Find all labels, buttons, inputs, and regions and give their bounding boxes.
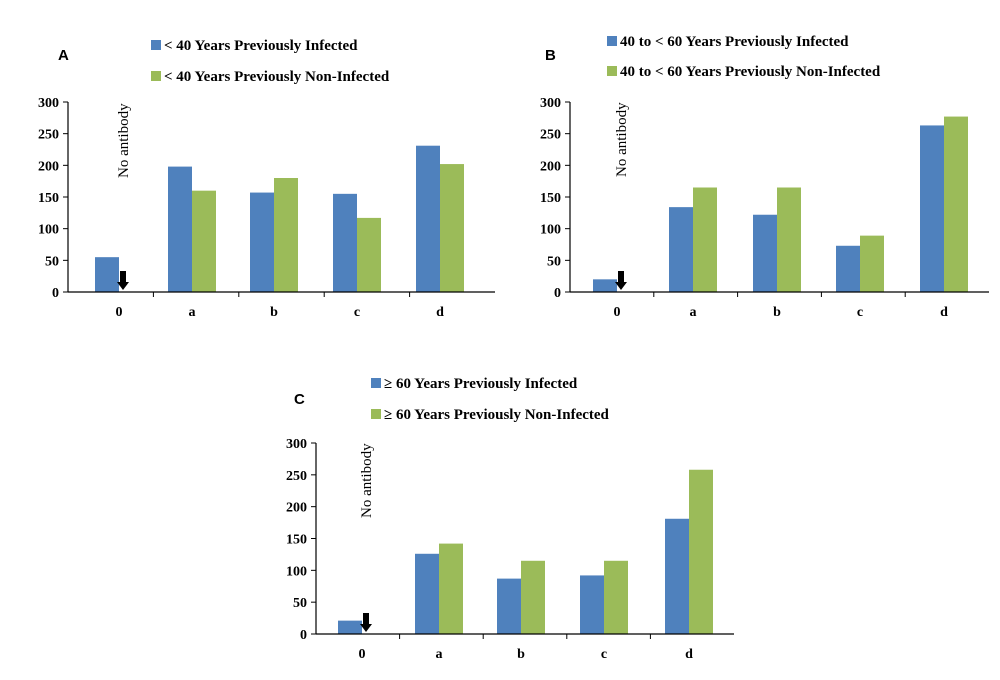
panel-letter: A <box>58 47 69 64</box>
bar-infected-b <box>753 214 777 292</box>
down-arrow-icon <box>117 282 129 290</box>
down-arrow-icon <box>615 282 627 290</box>
bar-non-infected-a <box>192 190 216 292</box>
x-tick-label-a: a <box>690 305 697 320</box>
x-tick-label-0: 0 <box>116 305 123 320</box>
bar-non-infected-c <box>357 217 381 292</box>
y-tick-label-250: 250 <box>286 469 307 484</box>
x-tick-label-c: c <box>354 305 360 320</box>
y-tick-label-200: 200 <box>38 159 59 174</box>
down-arrow-shaft <box>120 271 126 283</box>
bar-infected-d <box>416 145 440 292</box>
panel-letter: B <box>545 47 556 64</box>
x-tick-label-d: d <box>940 305 948 320</box>
legend-label-2: < 40 Years Previously Non-Infected <box>164 69 390 85</box>
down-arrow-icon <box>360 624 372 632</box>
y-tick-label-50: 50 <box>547 254 561 269</box>
legend-swatch-2 <box>371 409 381 419</box>
y-tick-label-100: 100 <box>540 223 561 238</box>
y-tick-label-250: 250 <box>540 128 561 143</box>
legend-label-2: 40 to < 60 Years Previously Non-Infected <box>620 64 881 80</box>
y-tick-label-50: 50 <box>293 596 307 611</box>
bar-non-infected-c <box>604 560 628 634</box>
down-arrow-shaft <box>363 613 369 625</box>
bar-infected-b <box>250 192 274 292</box>
y-tick-label-150: 150 <box>38 191 59 206</box>
bar-infected-0 <box>95 257 119 292</box>
y-tick-label-300: 300 <box>540 96 561 111</box>
bar-infected-0 <box>338 620 362 634</box>
y-tick-label-100: 100 <box>286 564 307 579</box>
panel-letter: C <box>294 391 305 408</box>
bar-infected-a <box>168 166 192 292</box>
x-tick-label-d: d <box>436 305 444 320</box>
legend-label-1: ≥ 60 Years Previously Infected <box>384 376 578 392</box>
x-tick-label-d: d <box>685 647 693 662</box>
legend-label-1: < 40 Years Previously Infected <box>164 38 358 54</box>
x-tick-label-c: c <box>601 647 607 662</box>
y-tick-label-300: 300 <box>286 437 307 452</box>
bar-infected-c <box>836 245 860 292</box>
bar-infected-a <box>415 553 439 634</box>
chart-panel-c: C ≥ 60 Years Previously Infected ≥ 60 Year… <box>286 376 734 662</box>
no-antibody-annotation: No antibody <box>614 102 630 177</box>
bar-infected-c <box>580 575 604 634</box>
bar-infected-0 <box>593 279 617 292</box>
legend-swatch-2 <box>607 66 617 76</box>
bar-non-infected-b <box>777 187 801 292</box>
bar-non-infected-c <box>860 235 884 292</box>
chart-panel-a: A < 40 Years Previously Infected < 40 Year… <box>38 38 495 320</box>
y-tick-label-100: 100 <box>38 223 59 238</box>
x-tick-label-a: a <box>436 647 443 662</box>
bar-non-infected-b <box>521 560 545 634</box>
chart-panel-b: B 40 to < 60 Years Previously Infected 40 … <box>540 34 989 320</box>
x-tick-label-0: 0 <box>359 647 366 662</box>
x-tick-label-c: c <box>857 305 863 320</box>
bar-infected-a <box>669 207 693 292</box>
y-tick-label-300: 300 <box>38 96 59 111</box>
x-tick-label-b: b <box>517 647 525 662</box>
y-tick-label-200: 200 <box>286 501 307 516</box>
bar-non-infected-a <box>439 543 463 634</box>
y-tick-label-50: 50 <box>45 254 59 269</box>
bar-non-infected-b <box>274 178 298 292</box>
legend-label-1: 40 to < 60 Years Previously Infected <box>620 34 849 50</box>
y-tick-label-0: 0 <box>554 286 561 301</box>
legend-swatch-1 <box>607 36 617 46</box>
down-arrow-shaft <box>618 271 624 283</box>
y-tick-label-0: 0 <box>300 628 307 643</box>
y-tick-label-0: 0 <box>52 286 59 301</box>
bar-non-infected-d <box>944 116 968 292</box>
y-tick-label-150: 150 <box>540 191 561 206</box>
bar-non-infected-d <box>689 469 713 634</box>
x-tick-label-a: a <box>189 305 196 320</box>
bar-non-infected-d <box>440 164 464 292</box>
bar-infected-d <box>665 518 689 634</box>
x-tick-label-b: b <box>270 305 278 320</box>
x-tick-label-b: b <box>773 305 781 320</box>
legend-swatch-1 <box>151 40 161 50</box>
bar-infected-c <box>333 193 357 292</box>
legend-swatch-1 <box>371 378 381 388</box>
x-tick-label-0: 0 <box>614 305 621 320</box>
legend-swatch-2 <box>151 71 161 81</box>
y-tick-label-200: 200 <box>540 159 561 174</box>
no-antibody-annotation: No antibody <box>359 443 375 518</box>
bar-non-infected-a <box>693 187 717 292</box>
legend-label-2: ≥ 60 Years Previously Non-Infected <box>384 407 610 423</box>
no-antibody-annotation: No antibody <box>116 103 132 178</box>
y-tick-label-150: 150 <box>286 533 307 548</box>
bar-infected-d <box>920 125 944 292</box>
bar-infected-b <box>497 578 521 634</box>
y-tick-label-250: 250 <box>38 128 59 143</box>
